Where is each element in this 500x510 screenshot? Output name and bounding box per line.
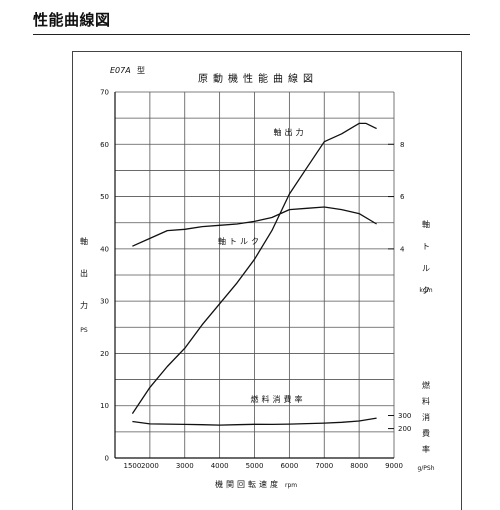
fuel-axis-title-char: 費	[422, 428, 430, 438]
x-axis-title: 機関回転速度	[215, 479, 281, 489]
torque-tick-label: 8	[400, 141, 404, 149]
power-tick-label: 10	[100, 402, 109, 410]
x-tick-label: 6000	[280, 462, 298, 470]
power-axis-title-char: 軸	[80, 236, 88, 246]
chart-curves	[131, 122, 377, 426]
series-line-fuel	[132, 417, 377, 426]
series-label-power: 軸出力	[274, 127, 307, 137]
power-tick-label: 60	[100, 141, 109, 149]
x-tick-label: 3000	[176, 462, 194, 470]
x-tick-label: 7000	[315, 462, 333, 470]
fuel-axis-title-char: 燃	[422, 380, 430, 390]
chart-title: 原動機性能曲線図	[198, 72, 318, 85]
series-line-torque	[132, 206, 377, 247]
x-tick-label: 5000	[246, 462, 264, 470]
power-tick-label: 50	[100, 193, 109, 201]
series-line-power	[131, 122, 377, 414]
power-axis-title-char: 出	[80, 268, 88, 278]
x-tick-label: 4000	[211, 462, 229, 470]
series-label-torque: 軸トルク	[218, 236, 262, 246]
fuel-axis-title-char: 率	[422, 444, 430, 454]
torque-axis-title: 軸トルク	[422, 219, 430, 295]
x-tick-label: 2000	[141, 462, 159, 470]
power-tick-label: 70	[100, 89, 109, 97]
series-label-fuel: 燃料消費率	[251, 394, 306, 404]
torque-axis-title-char: ト	[422, 242, 430, 251]
x-tick-label: 1500	[124, 462, 142, 470]
chart-frame	[72, 51, 462, 510]
torque-axis-title-char: ク	[422, 286, 430, 295]
chart-grid	[115, 91, 395, 458]
model-suffix: 型	[137, 66, 145, 75]
power-axis-title-char: 力	[80, 300, 88, 310]
x-tick-label: 9000	[385, 462, 403, 470]
chart-axes	[114, 92, 394, 459]
torque-axis-title-char: ル	[422, 264, 430, 273]
chart-labels: 1500 2000 3000 4000 5000 6000 7000 8000 9000 0 10 2…	[80, 89, 435, 490]
power-axis-title: 軸出力	[80, 236, 88, 310]
power-tick-label: 20	[100, 350, 109, 358]
torque-tick-label: 6	[400, 193, 405, 201]
fuel-axis-title-char: 消	[422, 412, 430, 422]
page-heading: 性能曲線図	[33, 11, 111, 29]
power-tick-label: 30	[100, 298, 109, 306]
torque-axis-title-char: 軸	[422, 219, 430, 229]
power-tick-label: 0	[105, 455, 109, 463]
heading-divider	[33, 34, 470, 35]
x-tick-label: 8000	[350, 462, 368, 470]
torque-tick-label: 4	[400, 245, 405, 253]
fuel-axis-title-char: 料	[422, 396, 430, 406]
power-tick-label: 40	[100, 245, 109, 253]
power-axis-unit: PS	[80, 327, 88, 334]
fuel-tick-label: 300	[398, 412, 411, 420]
fuel-tick-label: 200	[398, 425, 411, 433]
model-label: E07A	[110, 66, 131, 75]
fuel-axis-unit: g/PSh	[417, 465, 434, 472]
torque-axis-unit: kgm	[419, 287, 432, 294]
fuel-axis-title: 燃料消費率	[422, 380, 430, 454]
x-axis-unit: rpm	[285, 482, 297, 489]
